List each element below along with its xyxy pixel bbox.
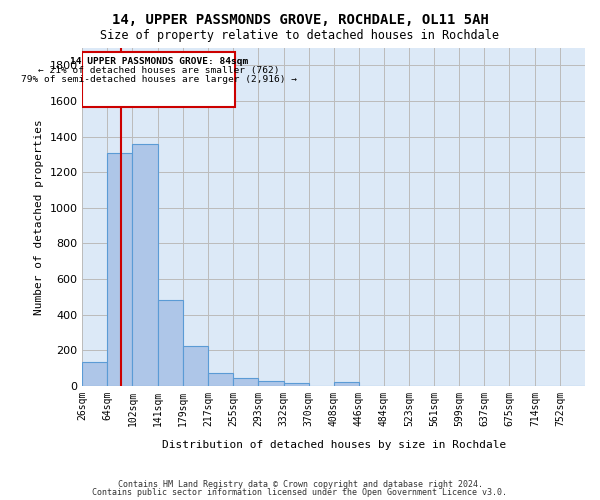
Text: Size of property relative to detached houses in Rochdale: Size of property relative to detached ho… — [101, 29, 499, 42]
Text: Contains HM Land Registry data © Crown copyright and database right 2024.: Contains HM Land Registry data © Crown c… — [118, 480, 482, 489]
Bar — [183, 346, 208, 386]
Bar — [158, 300, 183, 386]
Bar — [233, 378, 258, 386]
Bar — [82, 362, 107, 386]
X-axis label: Distribution of detached houses by size in Rochdale: Distribution of detached houses by size … — [161, 440, 506, 450]
Text: 14, UPPER PASSMONDS GROVE, ROCHDALE, OL11 5AH: 14, UPPER PASSMONDS GROVE, ROCHDALE, OL1… — [112, 12, 488, 26]
Bar — [133, 144, 158, 386]
Bar — [258, 381, 284, 386]
Text: 79% of semi-detached houses are larger (2,916) →: 79% of semi-detached houses are larger (… — [21, 75, 297, 84]
Bar — [334, 382, 359, 386]
Text: 14 UPPER PASSMONDS GROVE: 84sqm: 14 UPPER PASSMONDS GROVE: 84sqm — [70, 57, 248, 66]
Bar — [208, 372, 233, 386]
FancyBboxPatch shape — [82, 52, 235, 107]
Text: ← 21% of detached houses are smaller (762): ← 21% of detached houses are smaller (76… — [38, 66, 280, 75]
Text: Contains public sector information licensed under the Open Government Licence v3: Contains public sector information licen… — [92, 488, 508, 497]
Bar — [284, 384, 309, 386]
Y-axis label: Number of detached properties: Number of detached properties — [34, 119, 44, 314]
Bar — [107, 152, 133, 386]
